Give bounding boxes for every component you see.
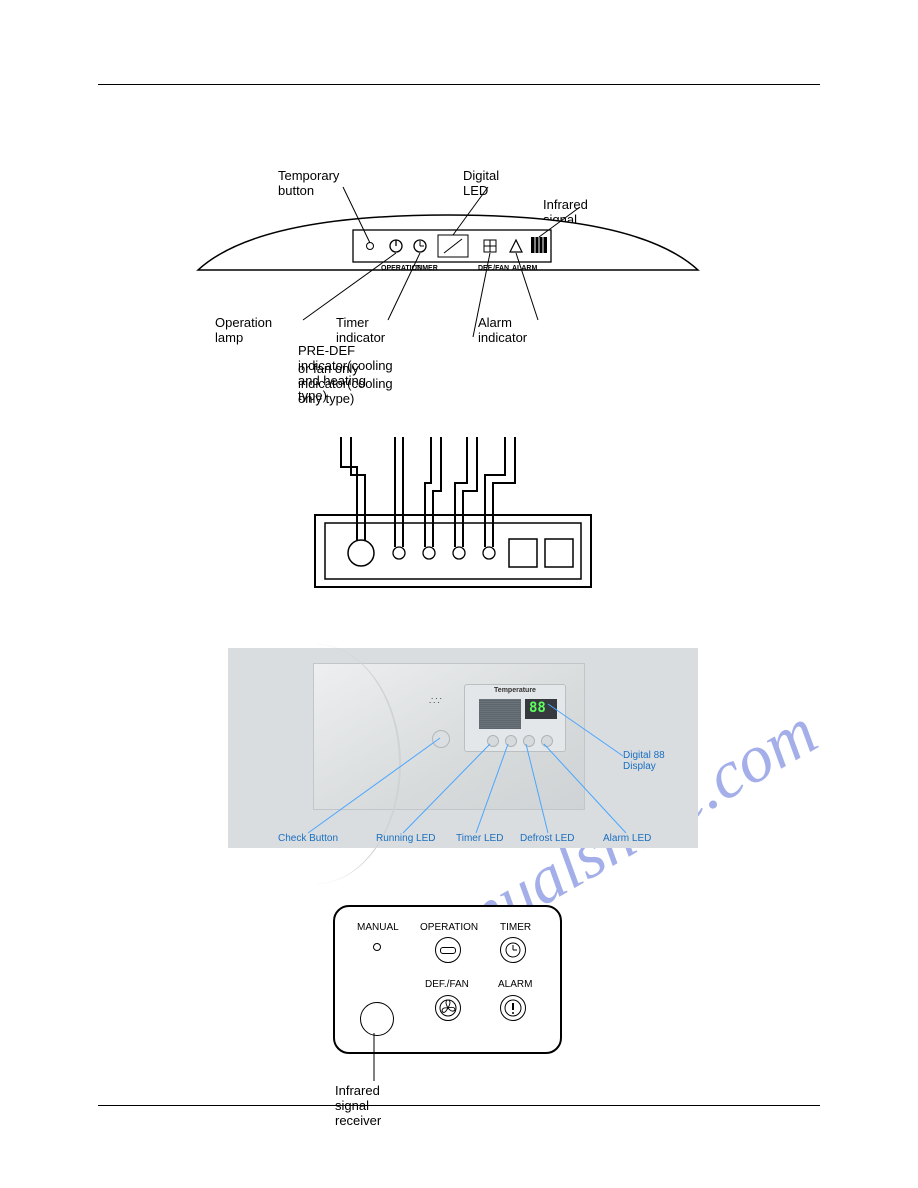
label-defrost-led: Defrost LED	[520, 833, 574, 844]
label-timer-led: Timer LED	[456, 833, 503, 844]
label-digital-88: Digital 88 Display	[623, 750, 698, 772]
diagram3-leaders	[228, 648, 698, 848]
label-check-button: Check Button	[278, 833, 338, 844]
label-p1-timer: TIMER	[416, 265, 438, 272]
label-infrared-receiver-4: Infrared signal receiver	[335, 1083, 381, 1128]
label-running-led: Running LED	[376, 833, 435, 844]
document-page: manualshive.com Temporary button Digital…	[98, 84, 820, 1106]
diagram-3: Temperature 88 ∴∵	[228, 648, 698, 848]
label-p1-alarm: ALARM	[512, 265, 537, 272]
diagram1-svg	[188, 175, 788, 395]
diagram-2	[313, 435, 593, 605]
diagram2-svg	[313, 435, 593, 600]
label-p1-deffan: DEF./FAN	[478, 265, 509, 272]
label-alarm-led: Alarm LED	[603, 833, 651, 844]
